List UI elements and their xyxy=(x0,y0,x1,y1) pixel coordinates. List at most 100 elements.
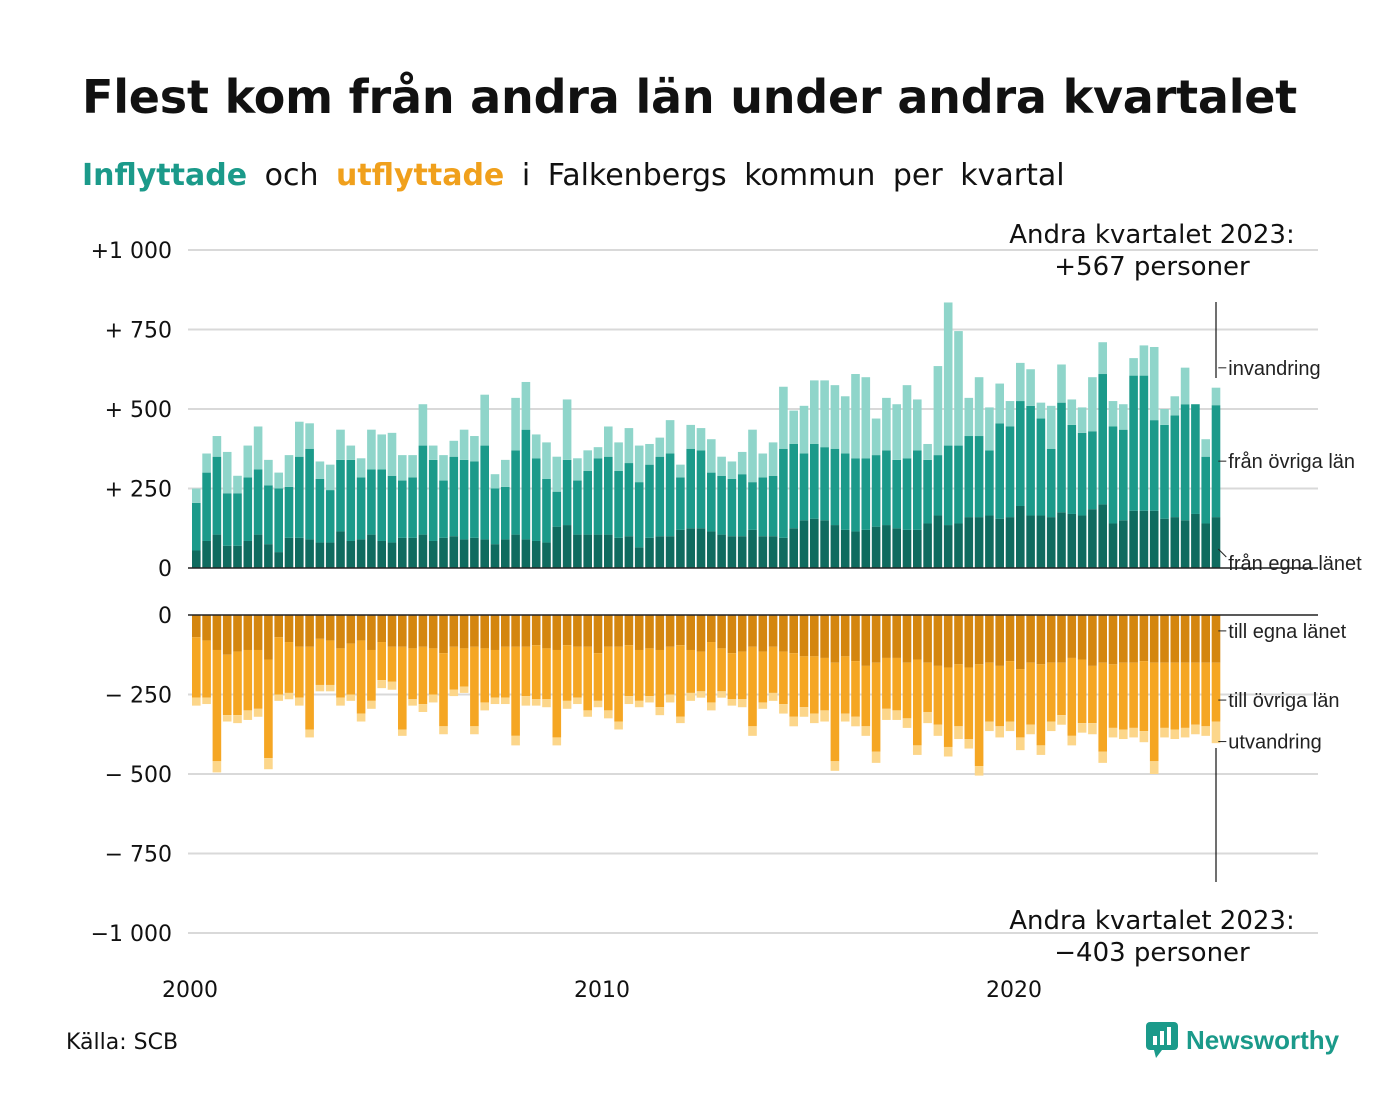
bar-till-egna-lanet xyxy=(758,615,768,652)
bar-utvandring xyxy=(573,697,582,705)
bar-till-ovriga-lan xyxy=(851,661,860,717)
bar-fran-ovriga-lan xyxy=(1119,429,1128,521)
bar-fran-egna-lanet xyxy=(810,518,819,568)
bar-utvandring xyxy=(799,707,809,717)
bar-till-egna-lanet xyxy=(964,615,974,668)
bar-utvandring xyxy=(1211,721,1221,744)
bar-till-egna-lanet xyxy=(665,615,675,647)
bar-till-egna-lanet xyxy=(222,615,232,655)
bar-till-ovriga-lan xyxy=(377,642,386,681)
bar-utvandring xyxy=(717,691,726,698)
bar-till-ovriga-lan xyxy=(274,637,283,695)
bar-fran-ovriga-lan xyxy=(871,455,881,527)
bar-invandring xyxy=(1119,404,1128,430)
bar-till-egna-lanet xyxy=(501,615,510,647)
bar-invandring xyxy=(892,404,901,460)
upper-y-tick: 0 xyxy=(158,557,172,582)
bar-utvandring xyxy=(459,686,469,693)
bar-fran-egna-lanet xyxy=(295,537,304,568)
bar-till-egna-lanet xyxy=(954,615,963,665)
bar-invandring xyxy=(851,374,860,459)
bar-invandring xyxy=(1211,387,1221,406)
bar-till-egna-lanet xyxy=(614,615,623,647)
bar-utvandring xyxy=(892,710,901,720)
bar-utvandring xyxy=(789,716,798,727)
bar-utvandring xyxy=(1098,751,1107,763)
bar-utvandring xyxy=(418,704,428,712)
bar-fran-egna-lanet xyxy=(542,542,551,568)
bar-till-ovriga-lan xyxy=(882,657,891,709)
newsworthy-logo-icon xyxy=(1146,1022,1178,1058)
bar-utvandring xyxy=(964,739,974,749)
bar-utvandring xyxy=(943,746,953,757)
bar-fran-egna-lanet xyxy=(192,550,201,568)
bar-fran-ovriga-lan xyxy=(779,448,788,538)
bar-invandring xyxy=(593,447,603,459)
bar-invandring xyxy=(233,475,242,494)
bar-fran-egna-lanet xyxy=(604,534,613,568)
bar-till-egna-lanet xyxy=(192,615,201,638)
bar-fran-ovriga-lan xyxy=(768,475,778,537)
bar-fran-egna-lanet xyxy=(511,534,520,568)
lower-segment-label: till egna länet xyxy=(1228,621,1346,643)
bar-till-egna-lanet xyxy=(521,615,531,647)
bar-utvandring xyxy=(202,697,211,705)
bar-utvandring xyxy=(1036,745,1046,755)
bar-till-ovriga-lan xyxy=(768,646,778,693)
bar-till-egna-lanet xyxy=(428,615,438,649)
bar-till-egna-lanet xyxy=(1170,615,1180,663)
segment-labels: invandring från övriga län från egna länet… xyxy=(1217,358,1362,754)
lower-annotation: −403 personer xyxy=(1054,938,1250,968)
bar-till-egna-lanet xyxy=(717,615,726,649)
bar-utvandring xyxy=(820,710,829,722)
bar-invandring xyxy=(871,418,881,456)
bar-till-egna-lanet xyxy=(233,615,242,652)
bar-invandring xyxy=(1180,367,1190,405)
bar-till-ovriga-lan xyxy=(1119,662,1128,730)
bar-till-ovriga-lan xyxy=(583,646,592,711)
bar-till-ovriga-lan xyxy=(1016,669,1025,738)
bar-till-ovriga-lan xyxy=(1026,662,1035,725)
bar-utvandring xyxy=(676,716,685,724)
bar-fran-egna-lanet xyxy=(428,540,438,568)
bar-utvandring xyxy=(727,699,737,706)
bar-utvandring xyxy=(974,766,984,776)
bar-till-egna-lanet xyxy=(748,615,757,647)
bar-till-ovriga-lan xyxy=(943,667,953,747)
bar-fran-egna-lanet xyxy=(222,545,232,568)
bar-fran-ovriga-lan xyxy=(789,443,798,529)
bar-till-egna-lanet xyxy=(1129,615,1138,663)
bar-invandring xyxy=(686,424,695,449)
bar-till-ovriga-lan xyxy=(727,653,737,700)
bar-fran-ovriga-lan xyxy=(665,453,675,537)
bar-fran-ovriga-lan xyxy=(521,429,531,540)
bar-till-ovriga-lan xyxy=(1108,664,1118,728)
subtitle-rest: i Falkenbergs kommun per kvartal xyxy=(521,158,1065,193)
bar-till-egna-lanet xyxy=(274,615,283,638)
newsworthy-logo[interactable]: Newsworthy xyxy=(1146,1022,1339,1058)
bar-fran-egna-lanet xyxy=(325,542,335,568)
bar-till-egna-lanet xyxy=(1211,615,1221,663)
bar-utvandring xyxy=(954,726,963,740)
bar-utvandring xyxy=(748,726,757,736)
bar-invandring xyxy=(1160,409,1169,425)
bar-fran-ovriga-lan xyxy=(676,477,685,530)
bar-till-ovriga-lan xyxy=(470,646,479,727)
bar-fran-ovriga-lan xyxy=(861,458,871,530)
bar-till-egna-lanet xyxy=(1026,615,1035,663)
bar-till-ovriga-lan xyxy=(1077,659,1087,724)
bar-fran-ovriga-lan xyxy=(933,455,943,516)
bar-invandring xyxy=(449,440,459,457)
bar-utvandring xyxy=(212,761,222,773)
bar-utvandring xyxy=(768,692,778,701)
bar-invandring xyxy=(882,397,891,451)
bar-fran-ovriga-lan xyxy=(274,488,283,553)
bar-till-egna-lanet xyxy=(1005,615,1015,662)
bar-till-egna-lanet xyxy=(459,615,469,649)
bar-utvandring xyxy=(387,681,397,690)
bar-fran-ovriga-lan xyxy=(892,459,901,529)
bar-till-egna-lanet xyxy=(346,615,356,644)
bar-till-egna-lanet xyxy=(686,615,695,650)
lower-segment-label: till övriga län xyxy=(1228,690,1339,712)
bar-till-egna-lanet xyxy=(325,615,335,641)
